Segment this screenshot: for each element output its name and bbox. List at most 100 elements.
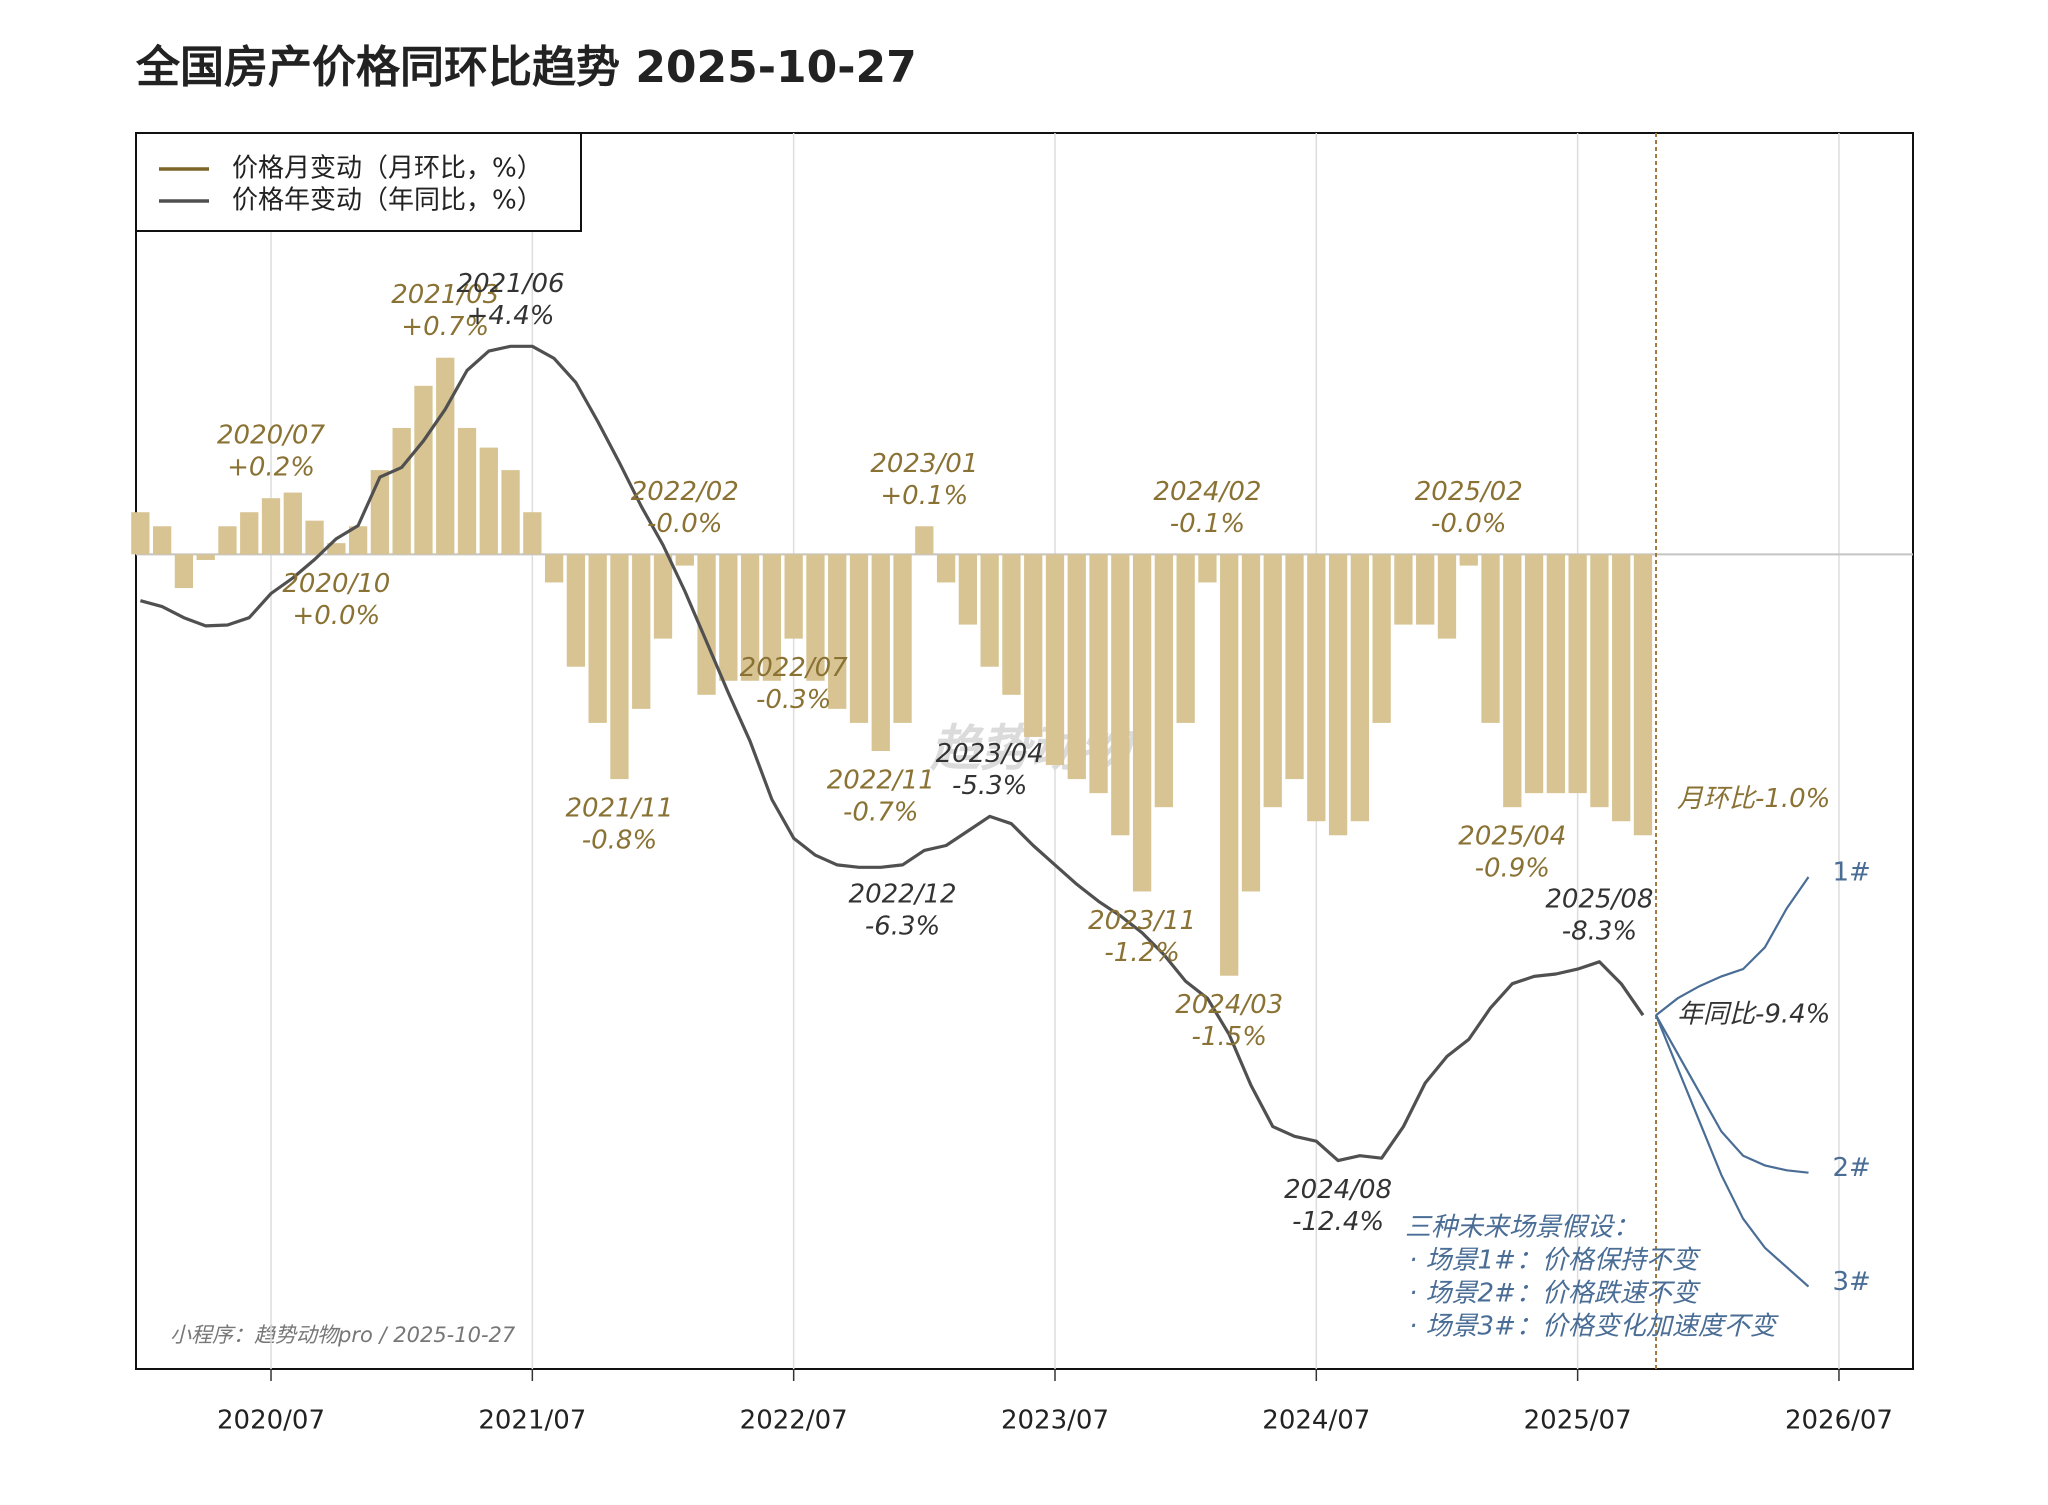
scenario-note: · 场景1#：价格保持不变 (1409, 1246, 1701, 1276)
annotation-date: 2021/11 (565, 794, 673, 824)
bar (1263, 554, 1282, 808)
bar (392, 427, 411, 555)
bar (501, 470, 520, 555)
annotation-date: 2024/08 (1284, 1175, 1392, 1205)
bar (1350, 554, 1370, 822)
annotation-value: -0.1% (1170, 509, 1245, 539)
bar (479, 447, 498, 555)
bar (436, 357, 455, 555)
scenario-line (1655, 876, 1810, 1017)
annotation-date: 2022/11 (827, 766, 935, 796)
bar (196, 554, 215, 560)
bar (697, 554, 716, 695)
bar (414, 385, 433, 555)
bar (610, 554, 629, 780)
bar (1394, 554, 1413, 625)
x-tick-label: 2022/07 (740, 1406, 848, 1436)
annotation-date: 2023/01 (870, 449, 978, 479)
bar (283, 492, 302, 555)
x-tick-label: 2025/07 (1524, 1406, 1632, 1436)
bar (1546, 554, 1566, 794)
bar (348, 526, 368, 555)
bar (1590, 554, 1609, 808)
legend-box (135, 132, 582, 232)
x-tick-label: 2020/07 (217, 1406, 325, 1436)
annotation-value: -0.9% (1475, 854, 1550, 884)
annotation-value: +0.2% (227, 453, 315, 483)
bar (174, 554, 194, 589)
bar (1002, 554, 1021, 695)
annotation-value: -12.4% (1292, 1207, 1384, 1237)
bar (893, 554, 912, 723)
bar (566, 554, 586, 667)
scenario-note: 三种未来场景假设： (1405, 1213, 1639, 1243)
bar (327, 543, 346, 555)
annotation-date: 2020/07 (217, 421, 325, 451)
bar (1503, 554, 1522, 808)
x-tick-label: 2021/07 (478, 1406, 586, 1436)
annotation-date: 2021/03 (391, 280, 499, 310)
annotation-date: 2024/02 (1153, 477, 1261, 507)
legend-label: 价格年变动（年同比，%） (232, 186, 543, 216)
bar (936, 554, 956, 583)
bar (719, 554, 738, 681)
bar (152, 526, 172, 555)
bar (849, 554, 869, 723)
annotation-date: 2020/10 (282, 569, 390, 599)
bar (305, 520, 324, 555)
bar (588, 554, 607, 723)
bar (457, 427, 477, 555)
bar (1111, 554, 1130, 836)
source-note: 小程序：趋势动物pro / 2025-10-27 (170, 1323, 516, 1347)
annotation-value: -0.3% (756, 685, 831, 715)
bar (1176, 554, 1195, 723)
annotation-value: -0.8% (582, 826, 657, 856)
scenario-label: 1# (1832, 858, 1870, 888)
x-tick-label: 2024/07 (1262, 1406, 1370, 1436)
bar (1568, 554, 1587, 794)
scenario-label: 2# (1832, 1153, 1870, 1183)
legend-label: 价格月变动（月环比，%） (232, 154, 543, 184)
annotation-date: 2025/04 (1458, 822, 1566, 852)
bar (762, 554, 782, 681)
bar (784, 554, 803, 639)
annotation-value: +0.7% (401, 312, 489, 342)
annotation-date: 2021/06 (457, 269, 565, 299)
bar (1089, 554, 1108, 794)
bar (632, 554, 651, 709)
plot-frame (135, 132, 1914, 1370)
bar (740, 554, 760, 681)
bar (1416, 554, 1435, 625)
bar (980, 554, 999, 667)
bar (1024, 554, 1043, 737)
bar (828, 554, 847, 709)
bar (1132, 554, 1152, 892)
bar (675, 554, 694, 566)
annotation-value: -0.0% (647, 509, 722, 539)
bar (1285, 554, 1304, 780)
end-label: 年同比-9.4% (1677, 1000, 1830, 1030)
annotation-date: 2022/02 (631, 477, 739, 507)
annotation-value: -0.0% (1431, 509, 1506, 539)
bar (1612, 554, 1631, 822)
bar (1307, 554, 1326, 822)
scenario-label: 3# (1832, 1267, 1870, 1297)
chart-title: 全国房产价格同环比趋势 2025-10-27 (135, 42, 917, 93)
bar (871, 554, 890, 751)
bar (958, 554, 978, 625)
bar (1459, 554, 1478, 566)
bar (1067, 554, 1086, 780)
annotation-value: -6.3% (865, 911, 940, 941)
annotation-value: -1.2% (1104, 938, 1179, 968)
end-label: 月环比-1.0% (1677, 784, 1830, 814)
annotation-value: +0.1% (880, 481, 968, 511)
bar (1045, 554, 1065, 766)
bar (653, 554, 673, 639)
annotation-date: 2023/11 (1088, 906, 1196, 936)
bar (1633, 554, 1653, 836)
bar (1241, 554, 1261, 892)
bar (915, 526, 934, 555)
scenario-line (1655, 1014, 1809, 1174)
annotation-value: -5.3% (952, 771, 1027, 801)
